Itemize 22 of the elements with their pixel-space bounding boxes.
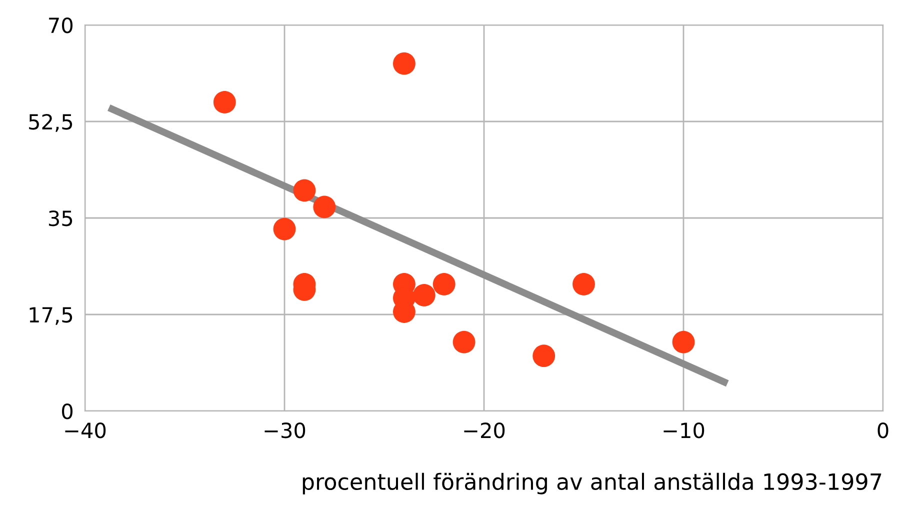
point: [432, 272, 456, 296]
point: [412, 284, 436, 306]
x-tick-label: −10: [664, 422, 704, 438]
y-tick-label: 52,5: [29, 114, 72, 132]
point: [532, 344, 556, 368]
point: [293, 179, 316, 202]
point: [672, 330, 695, 354]
x-tick-label: 0: [878, 422, 888, 438]
y-tick-label: 0: [62, 403, 73, 420]
x-tick-label: −40: [65, 422, 106, 438]
point: [213, 91, 236, 114]
y-tick-label: 70: [49, 17, 73, 34]
point: [393, 52, 416, 75]
x-tick-label: −30: [264, 422, 306, 438]
y-tick-label: 17,5: [30, 307, 72, 325]
point: [313, 196, 336, 218]
y-tick-label: 35: [48, 210, 72, 226]
x-tick-label: −20: [464, 422, 505, 438]
x-axis-title: procentuell förändring av antal anställda 1993-1997: [302, 472, 882, 494]
point: [572, 272, 595, 296]
point: [273, 218, 296, 240]
point: [452, 330, 476, 354]
